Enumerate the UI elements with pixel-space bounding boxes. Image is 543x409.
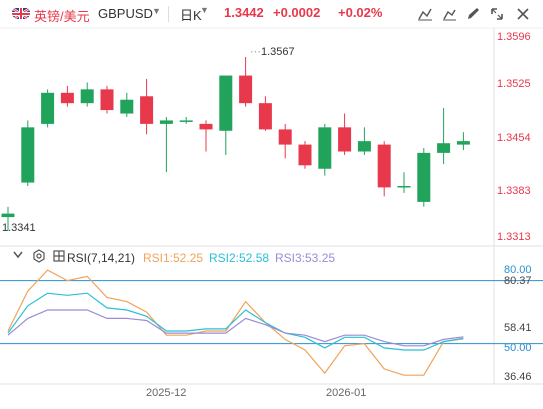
price-tick: 1.3383 <box>497 185 531 197</box>
price-tick: 1.3525 <box>497 78 531 90</box>
rsi1-line <box>7 269 464 376</box>
candle-body <box>338 127 352 152</box>
pencil-icon[interactable] <box>462 4 484 24</box>
price-tick: 1.3596 <box>497 31 531 43</box>
rsi3-value: RSI3:53.25 <box>275 251 336 265</box>
candle-body <box>159 120 173 124</box>
high-marker: ⋯ <box>250 46 261 58</box>
high-value: 1.3567 <box>261 46 295 58</box>
period-selector[interactable]: 日K <box>180 8 202 23</box>
rsi-tick: 80.37 <box>504 275 532 287</box>
high-annotation: ⋯1.3567 <box>250 45 295 58</box>
divider <box>168 6 169 22</box>
close-icon[interactable] <box>512 4 534 24</box>
price-tick: 1.3313 <box>497 231 531 243</box>
candle-body <box>199 123 213 130</box>
rsi-tick: 80.00 <box>504 264 532 276</box>
candle-body <box>41 92 55 124</box>
rsi3-line <box>7 309 464 347</box>
candle-body <box>258 103 272 130</box>
rsi-tick: 58.41 <box>504 322 532 334</box>
candle-body <box>21 127 35 183</box>
uk-flag-icon <box>12 7 30 19</box>
toolbar: 英镑/美元 GBPUSD ▼ 日K ▼ 1.3442 +0.0002 +0.02… <box>0 0 543 28</box>
rsi-tick: 36.46 <box>504 371 532 383</box>
candle-body <box>456 141 470 145</box>
indicator-menu-icon[interactable] <box>53 250 65 265</box>
candle-body <box>417 152 431 202</box>
rsi-header: RSI(7,14,21) RSI1:52.25 RSI2:52.58 RSI3:… <box>0 248 543 268</box>
price-change-pct: +0.02% <box>338 5 383 20</box>
candle-body <box>278 129 292 145</box>
candle-body <box>239 75 253 104</box>
candle-body <box>318 127 332 169</box>
candle-body <box>357 141 371 152</box>
candle-body <box>120 99 134 114</box>
candle-body <box>397 186 411 188</box>
rsi-title: RSI(7,14,21) <box>67 251 136 265</box>
collapse-icon[interactable] <box>12 249 24 264</box>
candle-body <box>377 144 391 188</box>
fullscreen-icon[interactable] <box>486 4 508 24</box>
pair-symbol[interactable]: GBPUSD <box>98 6 153 21</box>
pair-dropdown-icon[interactable]: ▼ <box>152 6 161 16</box>
price-change: +0.0002 <box>273 5 321 20</box>
price-tick: 1.3454 <box>497 132 531 144</box>
rsi2-line <box>7 292 464 351</box>
rsi-tick: 50.00 <box>504 342 532 354</box>
candle-body <box>100 89 114 111</box>
date-tick: 2026-01 <box>326 387 367 399</box>
settings-icon[interactable] <box>32 249 46 266</box>
pair-name-cn[interactable]: 英镑/美元 <box>34 9 90 24</box>
candle-body <box>1 213 15 218</box>
rsi2-value: RSI2:52.58 <box>209 251 270 265</box>
candle-body <box>298 144 312 166</box>
candle-body <box>140 96 154 124</box>
date-tick: 2025-12 <box>146 387 187 399</box>
low-annotation: 1.3341 <box>2 222 36 234</box>
candle-body <box>60 92 74 104</box>
candle-body <box>437 143 451 153</box>
bar-drawing-icon[interactable] <box>438 4 460 24</box>
candle-body <box>179 120 193 122</box>
candle-body <box>80 89 94 104</box>
rsi1-value: RSI1:52.25 <box>143 251 204 265</box>
line-drawing-icon[interactable] <box>414 4 436 24</box>
candle-body <box>219 75 233 131</box>
period-dropdown-icon[interactable]: ▼ <box>200 5 209 15</box>
current-price: 1.3442 <box>224 5 264 20</box>
low-value: 1.3341 <box>2 222 36 234</box>
